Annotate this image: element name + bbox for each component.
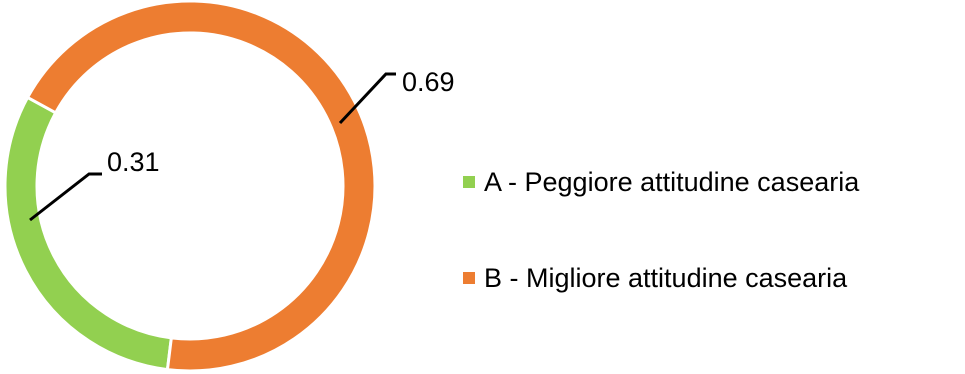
legend-label-b: B - Migliore attitudine casearia <box>484 262 848 293</box>
legend-item-a: A - Peggiore attitudine casearia <box>463 158 963 206</box>
legend: A - Peggiore attitudine casearia B - Mig… <box>463 158 963 350</box>
legend-label-a: A - Peggiore attitudine casearia <box>484 166 860 197</box>
legend-swatch-b <box>463 272 475 284</box>
slice-b <box>25 0 377 373</box>
legend-swatch-a <box>463 176 475 188</box>
legend-item-b: B - Migliore attitudine casearia <box>463 254 963 302</box>
data-label-a: 0.31 <box>107 147 160 177</box>
leader-line-b <box>338 72 396 125</box>
slice-a <box>3 95 174 372</box>
leader-line-a <box>29 172 102 222</box>
data-label-b: 0.69 <box>402 67 455 97</box>
